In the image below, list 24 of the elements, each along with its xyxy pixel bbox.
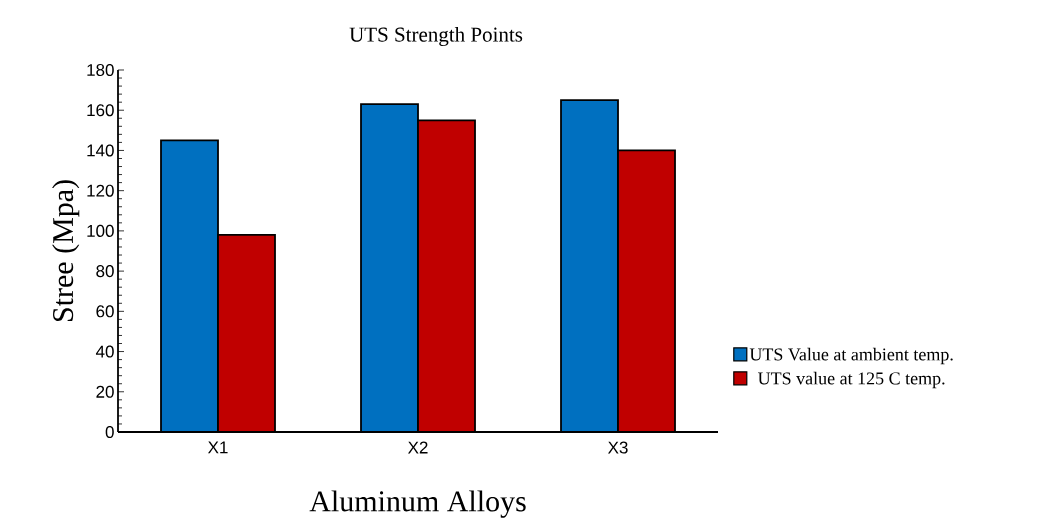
x-tick-label: X1 <box>207 441 228 454</box>
bar <box>361 104 418 432</box>
bar <box>560 99 619 432</box>
y-tick-label: 100 <box>87 224 114 237</box>
bar <box>418 120 475 432</box>
y-tick-label: 140 <box>87 144 114 157</box>
legend-label: UTS value at 125 C temp. <box>758 371 945 389</box>
legend-label: UTS Value at ambient temp. <box>749 347 953 365</box>
x-axis-title: Aluminum Alloys <box>309 490 526 518</box>
y-tick-label: 40 <box>95 345 114 358</box>
bar <box>161 140 218 432</box>
x-tick-label: X3 <box>607 441 628 454</box>
y-tick-label: 80 <box>96 265 114 278</box>
bar <box>617 149 676 432</box>
y-axis-title: Stree (Mpa) <box>52 180 80 322</box>
y-tick-label: 60 <box>96 305 114 318</box>
y-tick-label: 160 <box>87 104 114 117</box>
x-tick-label: X2 <box>407 441 428 454</box>
y-tick-label: 20 <box>96 385 114 398</box>
y-tick-label: 180 <box>87 63 114 77</box>
y-tick-label: 0 <box>105 425 114 439</box>
bar <box>218 234 275 432</box>
chart-title: UTS Strength Points <box>349 26 523 47</box>
y-tick-label: 120 <box>87 184 114 197</box>
